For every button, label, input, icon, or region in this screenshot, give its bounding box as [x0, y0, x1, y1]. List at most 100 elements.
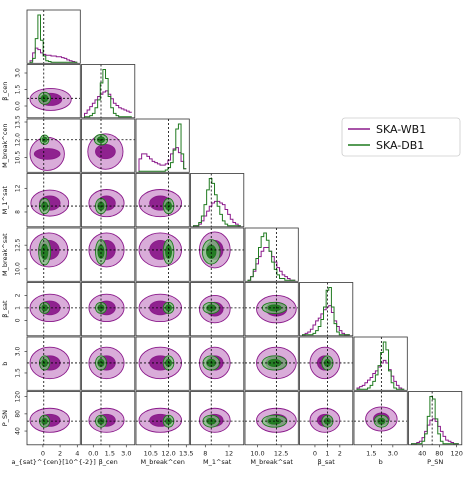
x-tick-label: 1.5 — [366, 449, 376, 457]
x-axis-label-5: β_sat — [317, 458, 335, 466]
x-tick-label: 12.0 — [161, 449, 175, 457]
panel-frame-5-4 — [244, 282, 299, 337]
x-tick-label: 12.5 — [274, 449, 288, 457]
x-tick-label: 1 — [325, 449, 329, 457]
panel-frame-5-0 — [26, 282, 81, 337]
x-axis-label-6: b — [379, 458, 383, 466]
y-axis-label-5: β_sat — [1, 300, 9, 318]
y-tick-label: 1.5 — [15, 85, 22, 95]
contour-3-6 — [190, 337, 244, 391]
x-tick-label: 2 — [58, 449, 62, 457]
y-axis-label-4: M_break^sat — [1, 233, 9, 276]
y-tick-label: 1 — [15, 306, 22, 310]
x-tick-label: 0 — [313, 449, 317, 457]
contour-1-6 — [81, 337, 135, 391]
marginal-5 — [302, 282, 350, 336]
marginal-line-5-wb1 — [302, 305, 350, 336]
x-tick-label: 2 — [338, 449, 342, 457]
x-tick-label: 12 — [225, 449, 233, 457]
x-tick-label: 3.0 — [388, 449, 398, 457]
contour-1-7 — [81, 391, 135, 445]
marginal-line-4-db1 — [247, 232, 296, 282]
legend-box — [341, 117, 461, 157]
y-axis-label-6: b — [1, 362, 9, 366]
x-tick-label: 13.5 — [179, 449, 193, 457]
contour-5-6 — [299, 337, 353, 391]
x-tick-label: 4 — [75, 449, 79, 457]
panel-frame-0-0 — [26, 9, 81, 64]
panel-frame-7-5 — [299, 391, 354, 446]
contour-1-4 — [81, 228, 135, 282]
panel-frame-7-1 — [81, 391, 136, 446]
marginal-4 — [247, 228, 296, 282]
contour-2-5 — [136, 282, 190, 336]
marginal-line-0-db1 — [29, 14, 78, 64]
contour-0-4 — [27, 228, 81, 282]
marginal-line-7-db1 — [411, 396, 459, 445]
y-tick-label: 80 — [15, 410, 22, 418]
y-axis-label-1: β_cen — [1, 82, 9, 101]
panel-frame-4-3 — [190, 227, 245, 282]
legend-label-1: SKA-DB1 — [376, 139, 424, 152]
marginal-line-0-wb1 — [29, 47, 78, 64]
x-tick-label: 10.0 — [250, 449, 264, 457]
y-tick-label: 2 — [15, 293, 22, 297]
contour-0-6 — [27, 337, 81, 391]
panel-frame-3-3 — [190, 173, 245, 228]
contour-0-5 — [27, 282, 81, 336]
panel-frame-3-2 — [135, 173, 190, 228]
marginal-line-5-db1 — [302, 287, 350, 336]
marginal-line-6-db1 — [356, 341, 405, 391]
panel-frame-5-5 — [299, 282, 354, 337]
panel-frame-5-3 — [190, 282, 245, 337]
contour-1-3 — [81, 173, 135, 227]
y-tick-label: 12 — [15, 184, 22, 192]
x-tick-label: 80 — [435, 449, 443, 457]
x-tick-label: 8 — [203, 449, 207, 457]
x-tick-label: 0 — [41, 449, 45, 457]
x-axis-label-2: M_break^cen — [140, 458, 184, 466]
legend: SKA-WB1 SKA-DB1 — [341, 117, 461, 157]
y-tick-label: 3.0 — [15, 68, 22, 78]
panel-frame-7-3 — [190, 391, 245, 446]
panel-frame-3-1 — [81, 173, 136, 228]
y-tick-label: 120 — [15, 391, 22, 403]
panel-frame-4-4 — [244, 227, 299, 282]
x-tick-label: 3.0 — [121, 449, 131, 457]
marginal-line-2-db1 — [138, 123, 187, 173]
panel-frame-1-0 — [26, 64, 81, 119]
contour-1-2 — [81, 119, 135, 173]
marginal-line-3-db1 — [193, 178, 241, 227]
contour-2-4 — [136, 228, 190, 282]
panel-frame-6-1 — [81, 336, 136, 391]
panel-frame-6-2 — [135, 336, 190, 391]
contour-4-7 — [245, 391, 299, 445]
contour-4-5 — [245, 282, 299, 336]
marginal-line-1-db1 — [84, 69, 132, 118]
contour-0-7 — [27, 391, 81, 445]
panel-frame-7-0 — [26, 391, 81, 446]
panel-frame-6-6 — [353, 336, 408, 391]
x-axis-label-3: M_1^sat — [203, 458, 232, 466]
marginal-line-7-wb1 — [411, 418, 459, 445]
x-axis-label-4: M_break^sat — [250, 458, 293, 466]
y-tick-label: 10.0 — [15, 262, 22, 276]
x-axis-label-7: P_SN — [427, 458, 443, 466]
contour-2-6 — [136, 337, 190, 391]
panel-frame-6-4 — [244, 336, 299, 391]
contour-4-6 — [245, 337, 299, 391]
marginal-line-2-wb1 — [138, 147, 187, 173]
contour-3-5 — [190, 282, 244, 336]
panel-frame-5-2 — [135, 282, 190, 337]
panel-frame-3-0 — [26, 173, 81, 228]
y-axis-label-3: M_1^sat — [1, 186, 9, 215]
contour-0-3 — [27, 173, 81, 227]
y-tick-label: 10.5 — [15, 151, 22, 165]
legend-label-0: SKA-WB1 — [376, 123, 426, 136]
panel-frame-5-1 — [81, 282, 136, 337]
y-tick-label: 1.5 — [15, 368, 22, 378]
x-axis-label-0: a_{sat}^{cen}[10^{-2}] — [11, 458, 95, 466]
y-tick-label: 3.0 — [15, 347, 22, 357]
